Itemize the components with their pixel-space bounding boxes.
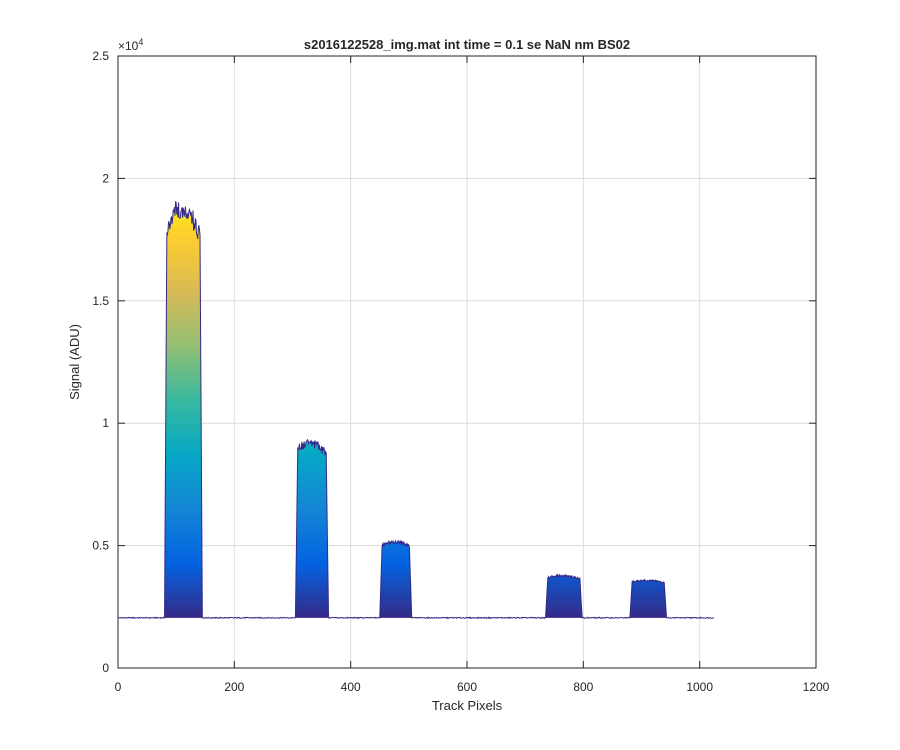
grid-lines xyxy=(118,56,816,668)
y-tick-label: 0 xyxy=(102,661,109,675)
y-axis-label: Signal (ADU) xyxy=(67,324,82,400)
x-tick-label: 1000 xyxy=(686,680,713,694)
signal-area xyxy=(118,201,714,618)
y-tick-label: 0.5 xyxy=(92,539,109,553)
y-tick-labels: 0 0.5 1 1.5 2 2.5 xyxy=(92,49,109,675)
y-tick-label: 2.5 xyxy=(92,49,109,63)
x-tick-label: 400 xyxy=(341,680,361,694)
data-line-layer xyxy=(118,201,714,620)
chart-title: s2016122528_img.mat int time = 0.1 se Na… xyxy=(304,37,630,52)
x-tick-label: 0 xyxy=(115,680,122,694)
axis-ticks xyxy=(117,55,817,669)
y-tick-label: 1.5 xyxy=(92,294,109,308)
x-tick-label: 600 xyxy=(457,680,477,694)
x-tick-label: 800 xyxy=(573,680,593,694)
x-tick-labels: 0 200 400 600 800 1000 1200 xyxy=(115,680,830,694)
y-exponent-label: ×104 xyxy=(118,37,143,53)
signal-line xyxy=(118,201,714,620)
y-tick-label: 1 xyxy=(102,416,109,430)
y-tick-label: 2 xyxy=(102,171,109,185)
x-tick-label: 1200 xyxy=(803,680,830,694)
data-area-layer xyxy=(118,201,714,618)
x-tick-label: 200 xyxy=(224,680,244,694)
x-axis-label: Track Pixels xyxy=(432,698,503,713)
